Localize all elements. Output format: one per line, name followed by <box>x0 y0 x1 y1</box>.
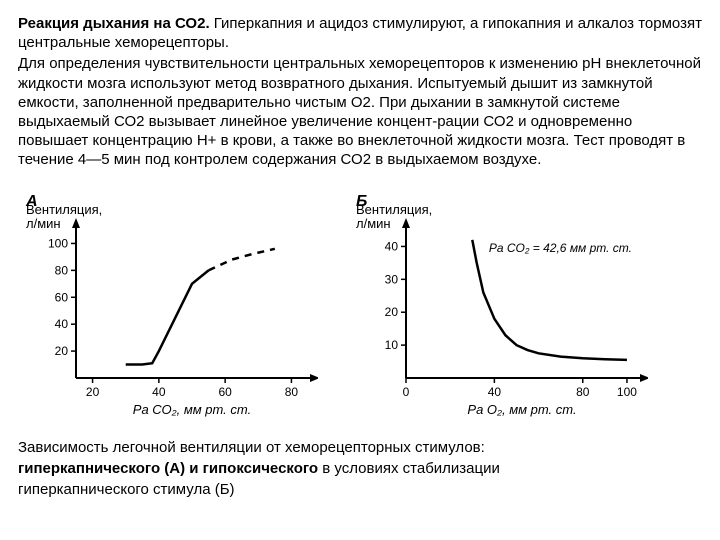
svg-text:Вентиляция,: Вентиляция, <box>26 202 102 217</box>
intro-text: Реакция дыхания на СО2. Гиперкапния и ац… <box>18 14 702 170</box>
chart-b: БВентиляция,л/мин1020304004080100Ра О₂, … <box>348 188 648 418</box>
svg-text:20: 20 <box>385 305 399 319</box>
chart-b-svg: БВентиляция,л/мин1020304004080100Ра О₂, … <box>348 188 648 418</box>
svg-text:100: 100 <box>617 385 637 399</box>
caption-line2-rest: в условиях стабилизации <box>318 460 500 477</box>
svg-text:40: 40 <box>55 317 69 331</box>
charts-row: АВентиляция,л/мин2040608010020406080Ра С… <box>18 188 702 418</box>
svg-text:100: 100 <box>48 236 68 250</box>
svg-text:0: 0 <box>403 385 410 399</box>
svg-text:20: 20 <box>55 344 69 358</box>
chart-a: АВентиляция,л/мин2040608010020406080Ра С… <box>18 188 318 418</box>
svg-text:Ра CO₂ = 42,6 мм рт. ст.: Ра CO₂ = 42,6 мм рт. ст. <box>489 241 632 255</box>
caption-line1: Зависимость легочной вентиляции от хемор… <box>18 438 702 457</box>
svg-text:80: 80 <box>285 385 299 399</box>
svg-text:20: 20 <box>86 385 100 399</box>
svg-text:80: 80 <box>55 263 69 277</box>
svg-text:Вентиляция,: Вентиляция, <box>356 202 432 217</box>
svg-text:10: 10 <box>385 338 399 352</box>
svg-text:л/мин: л/мин <box>356 216 391 231</box>
svg-text:30: 30 <box>385 272 399 286</box>
svg-text:40: 40 <box>385 239 399 253</box>
caption-line2-bold: гиперкапнического (А) и гипоксического <box>18 460 318 477</box>
svg-text:60: 60 <box>218 385 232 399</box>
caption-line3: гиперкапнического стимула (Б) <box>18 480 702 499</box>
svg-text:Ра О₂, мм рт. ст.: Ра О₂, мм рт. ст. <box>467 402 576 417</box>
intro-p2: Для определения чувствительности централ… <box>18 54 702 169</box>
svg-text:60: 60 <box>55 290 69 304</box>
svg-text:Ра СО₂, мм рт. ст.: Ра СО₂, мм рт. ст. <box>133 402 251 417</box>
svg-text:л/мин: л/мин <box>26 216 61 231</box>
caption: Зависимость легочной вентиляции от хемор… <box>18 438 702 500</box>
svg-text:40: 40 <box>488 385 502 399</box>
chart-a-svg: АВентиляция,л/мин2040608010020406080Ра С… <box>18 188 318 418</box>
intro-title: Реакция дыхания на СО2. <box>18 15 210 32</box>
svg-text:40: 40 <box>152 385 166 399</box>
svg-text:80: 80 <box>576 385 590 399</box>
